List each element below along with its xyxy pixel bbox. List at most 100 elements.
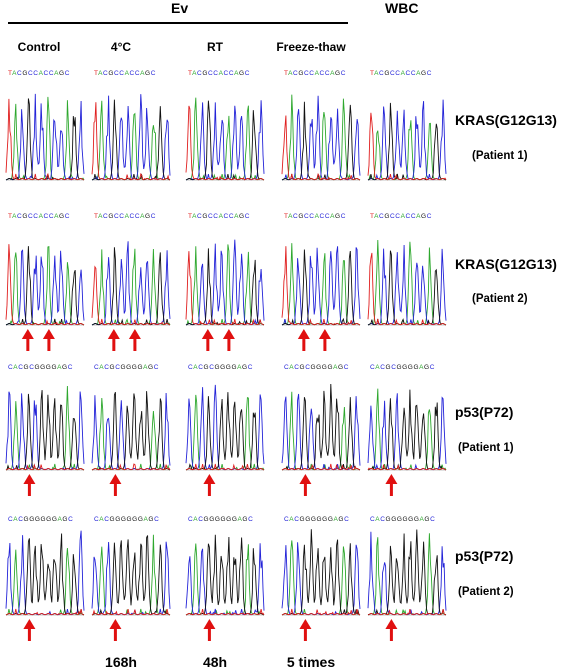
base-letter: C bbox=[43, 70, 49, 77]
base-letter: C bbox=[103, 213, 109, 220]
trace-A-channel bbox=[281, 391, 360, 471]
trace-T-channel bbox=[281, 115, 361, 181]
base-letter: A bbox=[289, 516, 295, 523]
base-letter: A bbox=[143, 364, 149, 371]
base-letter: C bbox=[115, 364, 121, 371]
base-letter: G bbox=[321, 364, 328, 371]
base-letter: C bbox=[410, 70, 417, 77]
trace-T-channel bbox=[185, 609, 265, 616]
arrow-shaft bbox=[207, 480, 211, 496]
base-letter: A bbox=[374, 70, 380, 77]
base-letter: G bbox=[131, 364, 138, 371]
base-letter: G bbox=[23, 364, 30, 371]
row4-patient-label: (Patient 2) bbox=[458, 586, 514, 598]
arrow-head bbox=[203, 474, 216, 484]
trace-A-channel bbox=[91, 397, 171, 471]
base-letter: T bbox=[8, 70, 13, 77]
base-letter: C bbox=[294, 364, 300, 371]
base-letter: C bbox=[209, 364, 215, 371]
trace-T-channel bbox=[5, 608, 85, 616]
base-letter: T bbox=[284, 213, 289, 220]
base-letter: C bbox=[244, 70, 250, 77]
chromatogram-panel bbox=[185, 97, 265, 181]
base-letter: C bbox=[129, 70, 135, 77]
arrow-head bbox=[128, 329, 141, 339]
arrow-head bbox=[203, 619, 216, 629]
base-letter: C bbox=[247, 364, 253, 371]
base-letter: C bbox=[188, 364, 194, 371]
base-letter: C bbox=[303, 213, 310, 220]
base-letter: C bbox=[150, 70, 156, 77]
base-letter: A bbox=[237, 364, 243, 371]
base-letter: G bbox=[148, 364, 154, 371]
base-letter: C bbox=[343, 364, 349, 371]
trace-T-channel bbox=[367, 464, 447, 471]
base-letter: C bbox=[207, 213, 214, 220]
arrow-head bbox=[201, 329, 214, 339]
arrow-shaft bbox=[389, 480, 393, 496]
base-letter: C bbox=[340, 213, 346, 220]
row1-gene-label: KRAS(G12G13) bbox=[455, 112, 557, 128]
arrow-head bbox=[385, 474, 398, 484]
base-letter: A bbox=[54, 70, 60, 77]
ev-group-label: Ev bbox=[171, 0, 189, 16]
mutation-arrow bbox=[203, 474, 216, 496]
base-letter: G bbox=[305, 516, 311, 523]
base-letter: G bbox=[59, 213, 65, 220]
base-letter: A bbox=[124, 213, 130, 220]
base-letter: G bbox=[46, 516, 52, 523]
base-letter: A bbox=[193, 516, 199, 523]
base-letter: C bbox=[309, 213, 315, 220]
sequence-text: TACGCCACCAGC bbox=[188, 213, 250, 220]
base-letter: C bbox=[284, 516, 290, 523]
base-letter: A bbox=[419, 516, 425, 523]
base-letter: C bbox=[213, 70, 219, 77]
base-letter: G bbox=[322, 516, 328, 523]
arrow-shaft bbox=[303, 625, 307, 641]
base-letter: A bbox=[333, 516, 339, 523]
base-letter: G bbox=[148, 516, 155, 523]
sequence-text: CACGGGGGGAGC bbox=[188, 516, 253, 523]
base-letter: G bbox=[22, 213, 28, 220]
base-letter: G bbox=[298, 70, 304, 77]
arrow-shaft bbox=[27, 480, 31, 496]
arrow-shaft bbox=[207, 625, 211, 641]
base-letter: C bbox=[284, 364, 290, 371]
arrow-shaft bbox=[113, 625, 117, 641]
base-letter: A bbox=[333, 364, 339, 371]
base-letter: A bbox=[314, 213, 320, 220]
base-letter: C bbox=[228, 70, 235, 77]
base-letter: G bbox=[209, 516, 215, 523]
base-letter: C bbox=[340, 70, 346, 77]
base-letter: A bbox=[13, 516, 19, 523]
base-letter: G bbox=[327, 516, 334, 523]
arrow-shaft bbox=[206, 335, 210, 351]
chromatogram-panel bbox=[185, 534, 265, 641]
base-letter: G bbox=[62, 516, 69, 523]
trace-T-channel bbox=[91, 102, 171, 181]
base-letter: G bbox=[408, 516, 414, 523]
arrow-head bbox=[109, 474, 122, 484]
base-letter: A bbox=[57, 516, 63, 523]
arrow-head bbox=[297, 329, 310, 339]
base-letter: A bbox=[218, 213, 224, 220]
sequence-text: TACGCCACCAGC bbox=[188, 70, 250, 77]
chromatogram-panel bbox=[185, 384, 265, 496]
base-letter: G bbox=[145, 70, 151, 77]
base-letter: G bbox=[132, 516, 138, 523]
chromatogram-panel bbox=[185, 239, 265, 351]
base-letter: G bbox=[384, 213, 390, 220]
mutation-arrow bbox=[318, 329, 331, 351]
base-letter: C bbox=[244, 213, 250, 220]
trace-C-channel bbox=[281, 393, 361, 471]
base-letter: A bbox=[193, 364, 199, 371]
base-letter: C bbox=[150, 213, 156, 220]
base-letter: G bbox=[40, 364, 46, 371]
sequence-text: TACGCCACCAGC bbox=[284, 213, 346, 220]
base-letter: A bbox=[419, 364, 425, 371]
chromatogram-panel bbox=[91, 534, 171, 641]
trace-C-channel bbox=[91, 94, 171, 181]
arrow-shaft bbox=[27, 625, 31, 641]
arrow-head bbox=[23, 474, 36, 484]
base-letter: C bbox=[324, 213, 331, 220]
